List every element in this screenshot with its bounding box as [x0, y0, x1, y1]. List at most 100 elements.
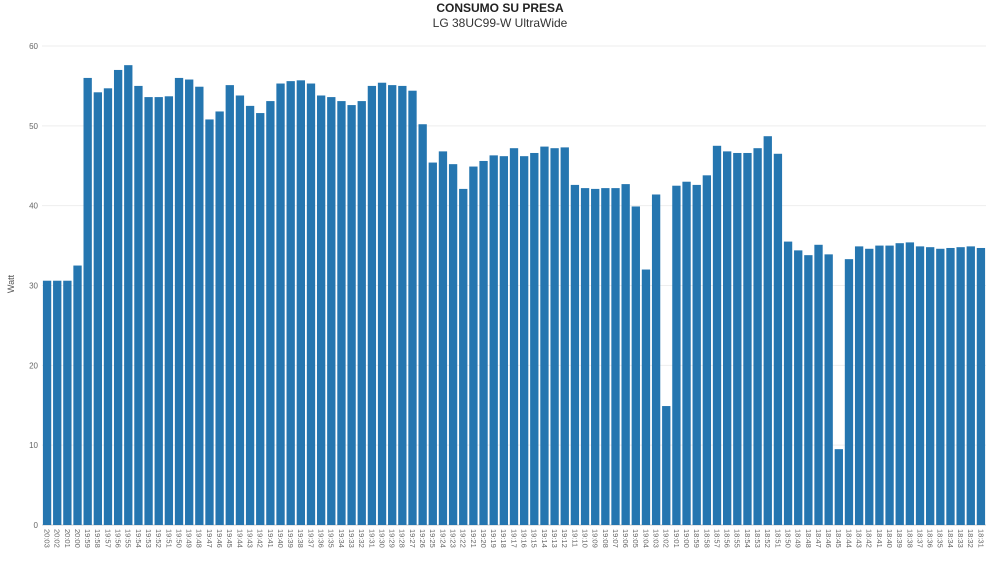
bar[interactable] [103, 88, 113, 525]
bar[interactable] [926, 247, 935, 525]
bar[interactable] [428, 162, 437, 525]
bar[interactable] [83, 77, 92, 525]
bar[interactable] [651, 194, 661, 526]
bar[interactable] [174, 77, 184, 525]
bar[interactable] [306, 83, 316, 525]
bar[interactable] [73, 265, 82, 525]
bar[interactable] [915, 246, 925, 526]
bar[interactable] [570, 184, 580, 525]
bar[interactable] [895, 243, 904, 525]
bar[interactable] [235, 95, 245, 525]
bar[interactable] [225, 85, 234, 525]
y-tick-label: 30 [29, 282, 38, 291]
bar[interactable] [113, 69, 123, 525]
bar[interactable] [266, 101, 275, 526]
bar[interactable] [479, 160, 488, 525]
bar[interactable] [144, 97, 153, 526]
bar[interactable] [712, 145, 722, 525]
bar[interactable] [286, 81, 295, 526]
bar[interactable] [875, 245, 884, 526]
bar[interactable] [438, 151, 448, 525]
bar[interactable] [580, 188, 590, 525]
bar[interactable] [621, 184, 630, 525]
bar[interactable] [489, 155, 498, 525]
bar[interactable] [418, 124, 427, 525]
bar[interactable] [733, 152, 742, 525]
bar[interactable] [276, 83, 285, 525]
bar[interactable] [844, 259, 854, 525]
bar[interactable] [854, 246, 864, 526]
bar[interactable] [773, 153, 783, 525]
x-tick-label: 19:54 [134, 529, 143, 548]
bar[interactable] [245, 105, 255, 525]
bar[interactable] [591, 188, 600, 525]
bar[interactable] [794, 250, 803, 525]
bar[interactable] [641, 269, 651, 525]
x-tick-label: 19:47 [205, 529, 214, 548]
bar[interactable] [824, 254, 833, 526]
bar[interactable] [388, 85, 397, 525]
bar[interactable] [509, 148, 519, 526]
bar[interactable] [469, 166, 478, 525]
bar[interactable] [814, 244, 823, 525]
bar[interactable] [682, 181, 691, 525]
bar[interactable] [631, 206, 640, 525]
y-tick-label: 40 [29, 202, 38, 211]
bar[interactable] [936, 248, 945, 525]
bar[interactable] [946, 247, 955, 525]
bar[interactable] [499, 156, 509, 526]
bar[interactable] [672, 185, 681, 526]
bar[interactable] [448, 164, 458, 526]
bar[interactable] [459, 188, 468, 525]
bar[interactable] [316, 95, 326, 525]
bar[interactable] [195, 86, 204, 525]
bar[interactable] [966, 246, 975, 526]
bar[interactable] [885, 245, 894, 526]
bar[interactable] [702, 175, 712, 525]
x-tick-label: 19:00 [682, 529, 691, 548]
bar[interactable] [42, 280, 52, 525]
bar[interactable] [804, 255, 813, 525]
bar[interactable] [692, 184, 701, 525]
bar[interactable] [976, 247, 986, 525]
bar[interactable] [722, 151, 732, 525]
bar[interactable] [337, 101, 346, 526]
bar[interactable] [834, 449, 843, 525]
bar[interactable] [185, 79, 194, 525]
bar[interactable] [154, 97, 163, 526]
bar[interactable] [560, 147, 569, 525]
bar[interactable] [205, 119, 214, 526]
bar[interactable] [256, 113, 265, 525]
bar[interactable] [53, 280, 62, 525]
bar[interactable] [357, 101, 366, 526]
bar[interactable] [296, 80, 306, 525]
bar[interactable] [662, 406, 671, 525]
bar[interactable] [164, 96, 174, 526]
bar[interactable] [347, 105, 356, 526]
bar[interactable] [783, 241, 793, 525]
bar[interactable] [865, 248, 874, 525]
bar[interactable] [519, 156, 529, 526]
bar[interactable] [408, 90, 417, 525]
bar[interactable] [63, 280, 72, 525]
x-tick-label: 18:31 [976, 529, 985, 548]
bar[interactable] [530, 152, 539, 525]
bar[interactable] [763, 136, 772, 525]
bar[interactable] [398, 85, 407, 526]
bar[interactable] [367, 85, 377, 526]
bar[interactable] [377, 82, 387, 526]
x-tick-label: 19:32 [357, 529, 366, 548]
bar[interactable] [601, 188, 610, 525]
bar[interactable] [743, 152, 752, 525]
bar[interactable] [611, 188, 620, 525]
bar[interactable] [753, 148, 762, 526]
bar[interactable] [905, 242, 915, 525]
bar[interactable] [134, 85, 143, 526]
bar[interactable] [124, 65, 133, 525]
bar[interactable] [550, 148, 559, 526]
bar[interactable] [215, 111, 224, 526]
bar[interactable] [93, 92, 102, 525]
bar[interactable] [327, 97, 336, 526]
bar[interactable] [956, 247, 965, 525]
bar[interactable] [540, 146, 549, 525]
